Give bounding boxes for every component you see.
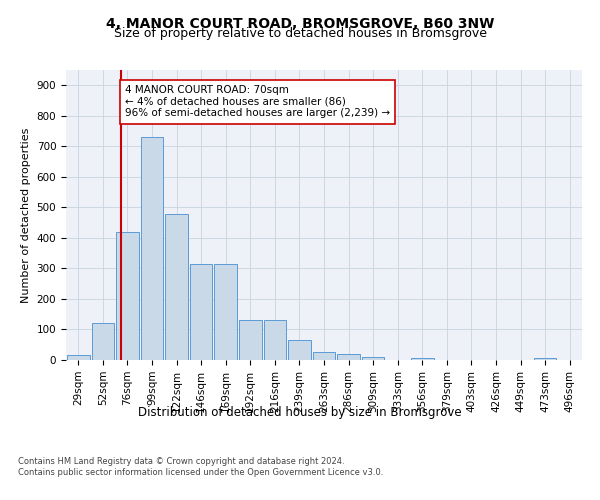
Bar — [116, 232, 139, 360]
Text: Size of property relative to detached houses in Bromsgrove: Size of property relative to detached ho… — [113, 28, 487, 40]
Bar — [92, 324, 114, 360]
Y-axis label: Number of detached properties: Number of detached properties — [21, 128, 31, 302]
Text: 4 MANOR COURT ROAD: 70sqm
← 4% of detached houses are smaller (86)
96% of semi-d: 4 MANOR COURT ROAD: 70sqm ← 4% of detach… — [125, 86, 390, 118]
Bar — [411, 358, 434, 360]
Bar — [534, 358, 556, 360]
Bar — [337, 354, 360, 360]
Bar — [214, 264, 237, 360]
Text: 4, MANOR COURT ROAD, BROMSGROVE, B60 3NW: 4, MANOR COURT ROAD, BROMSGROVE, B60 3NW — [106, 18, 494, 32]
Bar — [239, 320, 262, 360]
Text: Contains HM Land Registry data © Crown copyright and database right 2024.
Contai: Contains HM Land Registry data © Crown c… — [18, 458, 383, 477]
Bar — [362, 357, 385, 360]
Bar — [165, 214, 188, 360]
Bar — [288, 340, 311, 360]
Bar — [313, 352, 335, 360]
Bar — [67, 354, 89, 360]
Text: Distribution of detached houses by size in Bromsgrove: Distribution of detached houses by size … — [138, 406, 462, 419]
Bar — [190, 264, 212, 360]
Bar — [140, 137, 163, 360]
Bar — [263, 320, 286, 360]
